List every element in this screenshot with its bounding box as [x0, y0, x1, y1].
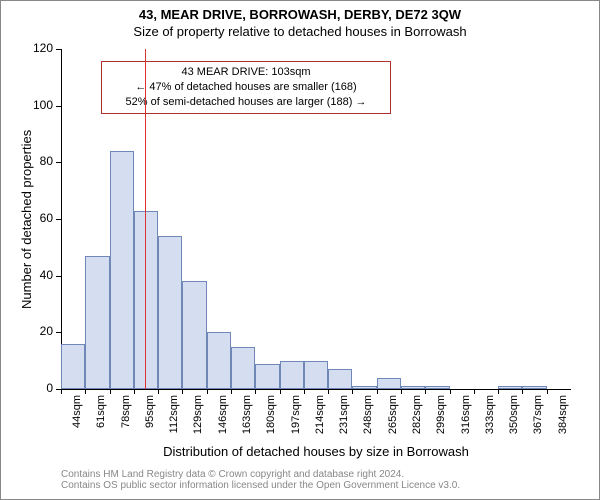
- x-tick-mark: [207, 389, 208, 394]
- histogram-bar: [255, 364, 279, 390]
- histogram-bar: [522, 386, 546, 389]
- y-tick-label: 100: [27, 98, 53, 112]
- x-tick-mark: [110, 389, 111, 394]
- x-tick-mark: [280, 389, 281, 394]
- chart-subtitle: Size of property relative to detached ho…: [1, 24, 599, 39]
- histogram-bar: [85, 256, 109, 389]
- x-tick-mark: [377, 389, 378, 394]
- chart-container: 43, MEAR DRIVE, BORROWASH, DERBY, DE72 3…: [0, 0, 600, 500]
- x-tick-label: 129sqm: [192, 395, 204, 445]
- footer-attribution: Contains HM Land Registry data © Crown c…: [61, 469, 460, 491]
- x-tick-label: 384sqm: [557, 395, 569, 445]
- x-tick-label: 350sqm: [508, 395, 520, 445]
- histogram-bar: [498, 386, 522, 389]
- x-tick-mark: [231, 389, 232, 394]
- x-tick-label: 282sqm: [411, 395, 423, 445]
- x-tick-mark: [134, 389, 135, 394]
- histogram-bar: [280, 361, 304, 389]
- histogram-bar: [377, 378, 401, 389]
- y-tick-label: 40: [27, 268, 53, 282]
- property-marker-line: [145, 49, 146, 389]
- x-tick-label: 316sqm: [460, 395, 472, 445]
- footer-line2: Contains OS public sector information li…: [61, 480, 460, 491]
- infobox-line2: ← 47% of detached houses are smaller (16…: [110, 80, 382, 95]
- x-tick-mark: [547, 389, 548, 394]
- x-tick-mark: [425, 389, 426, 394]
- x-tick-label: 61sqm: [95, 395, 107, 445]
- x-tick-label: 265sqm: [387, 395, 399, 445]
- x-tick-label: 146sqm: [217, 395, 229, 445]
- x-tick-mark: [304, 389, 305, 394]
- footer-line1: Contains HM Land Registry data © Crown c…: [61, 469, 460, 480]
- histogram-bar: [401, 386, 425, 389]
- x-tick-label: 163sqm: [241, 395, 253, 445]
- x-axis-line: [61, 389, 571, 390]
- histogram-bar: [328, 369, 352, 389]
- x-tick-label: 333sqm: [484, 395, 496, 445]
- y-tick-label: 60: [27, 211, 53, 225]
- infobox-line1: 43 MEAR DRIVE: 103sqm: [110, 65, 382, 80]
- x-axis-label: Distribution of detached houses by size …: [61, 444, 571, 459]
- y-axis-line: [61, 49, 62, 389]
- histogram-bar: [352, 386, 376, 389]
- histogram-bar: [207, 332, 231, 389]
- histogram-bar: [231, 347, 255, 390]
- y-tick-label: 120: [27, 41, 53, 55]
- y-tick-label: 0: [27, 381, 53, 395]
- x-tick-mark: [328, 389, 329, 394]
- x-tick-mark: [158, 389, 159, 394]
- x-tick-label: 95sqm: [144, 395, 156, 445]
- y-tick-label: 20: [27, 324, 53, 338]
- y-tick-label: 80: [27, 154, 53, 168]
- x-tick-label: 197sqm: [290, 395, 302, 445]
- histogram-bar: [182, 281, 206, 389]
- histogram-bar: [110, 151, 134, 389]
- x-tick-mark: [522, 389, 523, 394]
- x-tick-label: 231sqm: [338, 395, 350, 445]
- x-tick-mark: [401, 389, 402, 394]
- x-tick-mark: [182, 389, 183, 394]
- histogram-bar: [158, 236, 182, 389]
- infobox-line3: 52% of semi-detached houses are larger (…: [110, 95, 382, 110]
- x-tick-mark: [474, 389, 475, 394]
- histogram-bar: [61, 344, 85, 389]
- x-tick-label: 367sqm: [532, 395, 544, 445]
- chart-title: 43, MEAR DRIVE, BORROWASH, DERBY, DE72 3…: [1, 7, 599, 22]
- x-tick-mark: [255, 389, 256, 394]
- x-tick-label: 299sqm: [435, 395, 447, 445]
- x-tick-mark: [61, 389, 62, 394]
- x-tick-label: 44sqm: [71, 395, 83, 445]
- x-tick-label: 180sqm: [265, 395, 277, 445]
- x-tick-mark: [498, 389, 499, 394]
- x-tick-mark: [85, 389, 86, 394]
- histogram-bar: [425, 386, 449, 389]
- x-tick-label: 112sqm: [168, 395, 180, 445]
- x-tick-label: 214sqm: [314, 395, 326, 445]
- x-tick-mark: [352, 389, 353, 394]
- histogram-bar: [134, 211, 158, 390]
- x-tick-label: 248sqm: [362, 395, 374, 445]
- x-tick-label: 78sqm: [120, 395, 132, 445]
- histogram-bar: [304, 361, 328, 389]
- x-tick-mark: [450, 389, 451, 394]
